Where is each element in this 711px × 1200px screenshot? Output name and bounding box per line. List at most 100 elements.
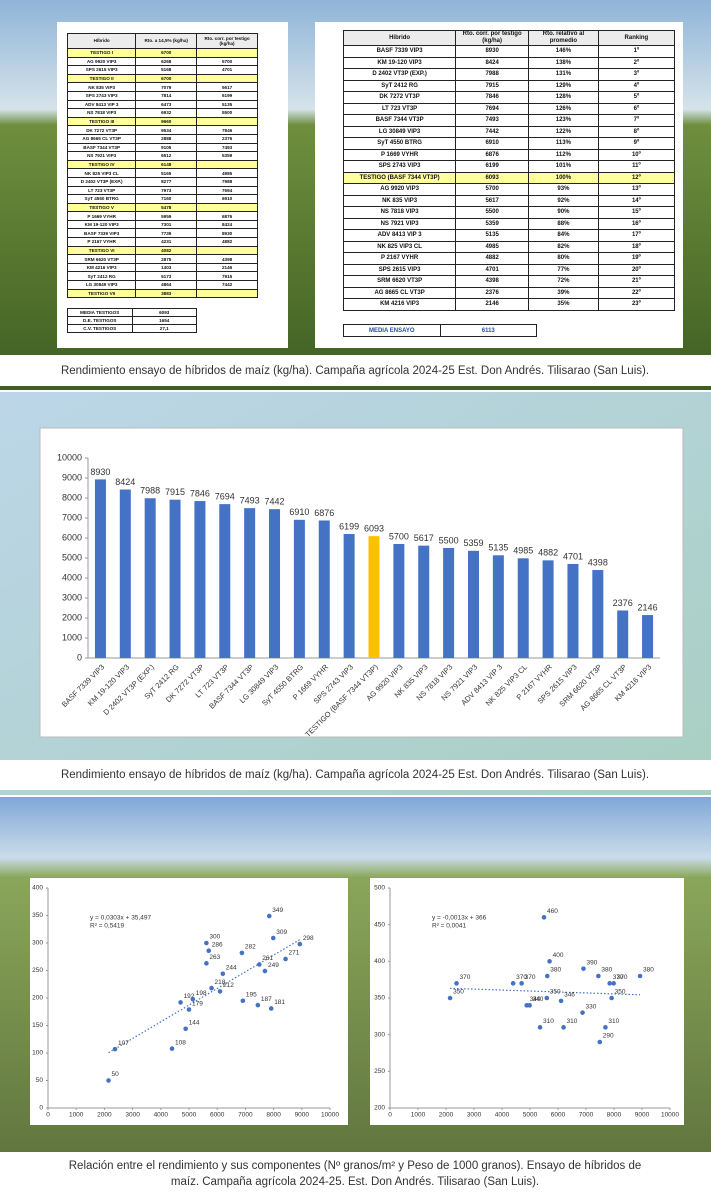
table-row: SPS 2743 VIP3 6199 101% 11º [342, 160, 676, 173]
value-label: 7846 [190, 488, 210, 498]
data-label: 350 [550, 989, 561, 996]
data-label: 390 [586, 959, 597, 966]
table-cell: 10º [597, 148, 676, 161]
summary-row: MEDIA TESTIGOS 6093 [67, 308, 197, 317]
data-label: 460 [547, 908, 558, 915]
y-tick-label: 3000 [62, 592, 82, 602]
point [544, 973, 550, 979]
point [178, 1000, 183, 1005]
table-row: TESTIGO II 6700 [66, 73, 258, 84]
data-label: 330 [586, 1003, 597, 1010]
table-cell: AG 8665 CL VT3P [342, 286, 457, 299]
bar [318, 520, 330, 658]
table-row: NS 7921 VIP3 5359 88% 16º [342, 217, 676, 230]
table-cell: LT 723 VT3P [342, 102, 457, 115]
data-label: 50 [112, 1071, 120, 1078]
data-label: 300 [209, 934, 220, 941]
table-cell: 8930 [455, 45, 530, 58]
table-row: SyT 2412 RG 7915 129% 4º [342, 79, 676, 92]
table-row: LT 723 VT3P 7973 7694 [66, 185, 258, 196]
table-cell: 19º [597, 252, 676, 265]
value-label: 7493 [240, 496, 260, 506]
table-row: D 2402 VT3P (EXP.) 7988 131% 3º [342, 68, 676, 81]
y-tick-label: 0 [39, 1105, 43, 1112]
table-cell: 15º [597, 206, 676, 219]
data-label: 290 [603, 1033, 614, 1040]
x-tick-label: 10000 [321, 1112, 339, 1119]
table-cell: 7493 [196, 142, 258, 153]
x-tick-label: 6000 [210, 1112, 225, 1119]
x-tick-label: 0 [388, 1112, 392, 1119]
table-cell: 5135 [196, 99, 258, 110]
bar [169, 499, 181, 658]
x-tick-label: 2000 [97, 1112, 112, 1119]
table-cell: 101% [528, 160, 599, 173]
x-tick-label: 4000 [495, 1112, 510, 1119]
table-cell: TESTIGO (BASF 7344 VT3P) [342, 171, 457, 184]
header-row: Híbrido Rto. corr. por testigo (kg/ha) Rto… [342, 30, 676, 46]
data-label: 370 [617, 974, 628, 981]
value-label: 6199 [339, 521, 359, 531]
point [637, 973, 643, 979]
table-cell: 6199 [455, 160, 530, 173]
table-row: LG 30849 VIP3 7442 122% 8º [342, 125, 676, 138]
table-row: NS 7818 VIP3 6932 5500 [66, 108, 258, 118]
table-cell: 5959 [135, 211, 198, 221]
table-row: ADV 8413 VIP 3 5135 84% 17º [342, 229, 676, 242]
summary-row: MEDIA ENSAYO 6113 [343, 324, 537, 337]
header-row: Híbrido Rto. a 14,5% (kg/ha) Rto. corr. po… [66, 33, 258, 49]
header-cell: Rto. a 14,5% (kg/ha) [135, 33, 198, 49]
point [596, 973, 601, 979]
value-label: 5500 [439, 535, 459, 545]
table-row: TESTIGO (BASF 7344 VT3P) 6093 100% 12º [342, 171, 676, 184]
table-row: KM 19-120 VIP3 8424 138% 2º [342, 56, 676, 69]
table-cell: DK 7272 VT3P [66, 125, 137, 135]
y-tick-label: 50 [36, 1077, 44, 1084]
table-cell: 5359 [196, 151, 258, 161]
table-cell [196, 288, 258, 299]
table-row: NS 7818 VIP3 5500 90% 15º [342, 206, 676, 219]
table-cell: 92% [528, 194, 599, 207]
summary-row: D.E. TESTIGOS 1654 [67, 316, 197, 325]
summary-cell: C.V. TESTIGOS [67, 324, 133, 333]
bar [219, 504, 231, 658]
chart-panel [370, 878, 684, 1125]
x-tick-label: 9000 [295, 1112, 310, 1119]
table-cell: 113% [528, 137, 599, 150]
table-cell: 7493 [455, 114, 530, 127]
table-cell: 6876 [196, 211, 258, 221]
bar [443, 548, 455, 658]
table-cell: 7694 [455, 102, 530, 115]
point [544, 995, 550, 1001]
table-cell: KM 19-120 VIP3 [342, 56, 457, 69]
value-label: 2376 [613, 598, 633, 608]
table-row: P 1669 VYHR 6876 112% 10º [342, 148, 676, 161]
table-cell: 7988 [455, 68, 530, 81]
table-cell: 7846 [455, 91, 530, 104]
table-cell: 6º [597, 102, 676, 115]
x-tick-label: 3000 [125, 1112, 140, 1119]
y-tick-label: 1000 [62, 632, 82, 642]
table-cell: 20º [597, 263, 676, 276]
table-cell: 2146 [455, 298, 530, 311]
point [266, 913, 272, 919]
summary-table: MEDIA TESTIGOS 6093 D.E. TESTIGOS 1654 C.V. … [67, 308, 197, 333]
data-label: 181 [274, 999, 285, 1006]
table-row: P 2167 VYHR 4231 4882 [66, 237, 258, 247]
data-label: 370 [516, 974, 527, 981]
table-cell: 146% [528, 45, 599, 58]
table-cell: NS 7818 VIP3 [66, 108, 137, 118]
point [262, 968, 268, 974]
y-tick-label: 250 [32, 967, 43, 974]
table-cell: 13º [597, 183, 676, 196]
point [112, 1046, 118, 1052]
value-label: 7915 [165, 487, 185, 497]
table-cell: 8277 [135, 176, 198, 187]
table-row: AG 9920 VIP3 5700 93% 13º [342, 183, 676, 196]
data-label: 187 [261, 996, 272, 1003]
summary-cell: MEDIA TESTIGOS [67, 308, 133, 317]
table-row: TESTIGO VII 3883 [66, 288, 258, 299]
table-cell: 6700 [135, 73, 198, 84]
table-cell: 6268 [135, 56, 198, 67]
table-cell: 5165 [135, 168, 198, 178]
